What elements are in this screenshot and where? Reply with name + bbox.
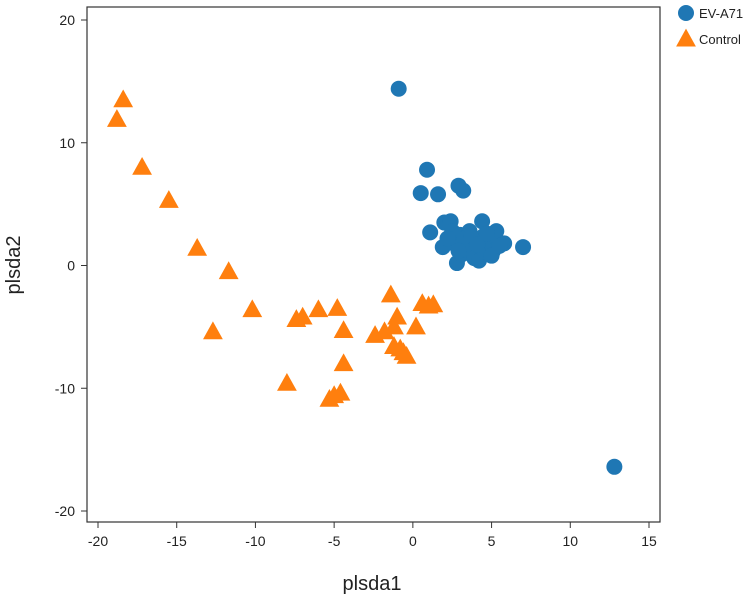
ev-a71-point xyxy=(390,80,407,97)
legend-marker-ev-a71 xyxy=(678,5,694,21)
ev-a71-point xyxy=(491,237,508,254)
x-tick-label: -15 xyxy=(167,533,187,549)
control-point xyxy=(387,306,408,325)
control-point xyxy=(333,320,354,339)
control-point xyxy=(308,299,329,318)
y-tick-label: 0 xyxy=(67,258,75,274)
legend: EV-A71 Control xyxy=(676,5,743,47)
ev-a71-point xyxy=(515,239,532,256)
control-point xyxy=(158,190,179,208)
control-point xyxy=(380,284,401,303)
plot-frame xyxy=(86,6,661,523)
y-tick-label: 20 xyxy=(59,12,75,28)
data-points xyxy=(106,80,623,475)
legend-marker-control xyxy=(676,28,696,47)
ev-a71-point xyxy=(450,242,467,259)
y-tick-label: 10 xyxy=(59,135,75,151)
control-point xyxy=(242,299,263,318)
control-point xyxy=(327,298,348,316)
ev-a71-point xyxy=(455,182,472,199)
x-tick-label: 5 xyxy=(488,533,496,549)
ev-a71-point xyxy=(606,458,623,475)
control-point xyxy=(396,345,417,364)
x-tick-label: 15 xyxy=(641,533,657,549)
control-point xyxy=(203,321,223,340)
control-point xyxy=(384,316,404,335)
control-point xyxy=(292,306,313,325)
control-point xyxy=(330,382,351,401)
ev-a71-point xyxy=(474,213,491,230)
control-point xyxy=(113,89,134,108)
y-axis-title: plsda2 xyxy=(3,236,25,295)
control-point xyxy=(374,321,395,340)
control-point xyxy=(333,353,354,372)
control-point xyxy=(132,156,152,175)
x-tick-label: -10 xyxy=(245,533,265,549)
ev-a71-point xyxy=(439,230,456,247)
control-point xyxy=(277,372,297,391)
ev-a71-point xyxy=(412,185,429,202)
x-tick-label: -20 xyxy=(88,533,108,549)
legend-label: EV-A71 xyxy=(699,6,743,21)
ev-a71-point xyxy=(430,186,447,203)
ev-a71-point xyxy=(422,224,439,241)
x-axis-title: plsda1 xyxy=(343,573,402,595)
ev-a71-point xyxy=(419,161,436,178)
ev-a71-point xyxy=(478,225,495,242)
legend-label: Control xyxy=(699,32,741,47)
control-point xyxy=(218,261,239,280)
y-tick-label: -10 xyxy=(55,380,75,396)
control-point xyxy=(406,316,426,335)
axes: -20 -15 -10 -5 0 5 10 15 -20 -10 0 10 20 xyxy=(55,12,657,549)
x-tick-label: 0 xyxy=(409,533,417,549)
x-tick-label: -5 xyxy=(328,533,341,549)
ev-a71-point xyxy=(469,236,486,253)
control-point xyxy=(187,237,208,256)
control-point xyxy=(106,109,127,127)
control-point xyxy=(423,294,444,313)
y-tick-label: -20 xyxy=(55,503,75,519)
x-tick-label: 10 xyxy=(562,533,578,549)
